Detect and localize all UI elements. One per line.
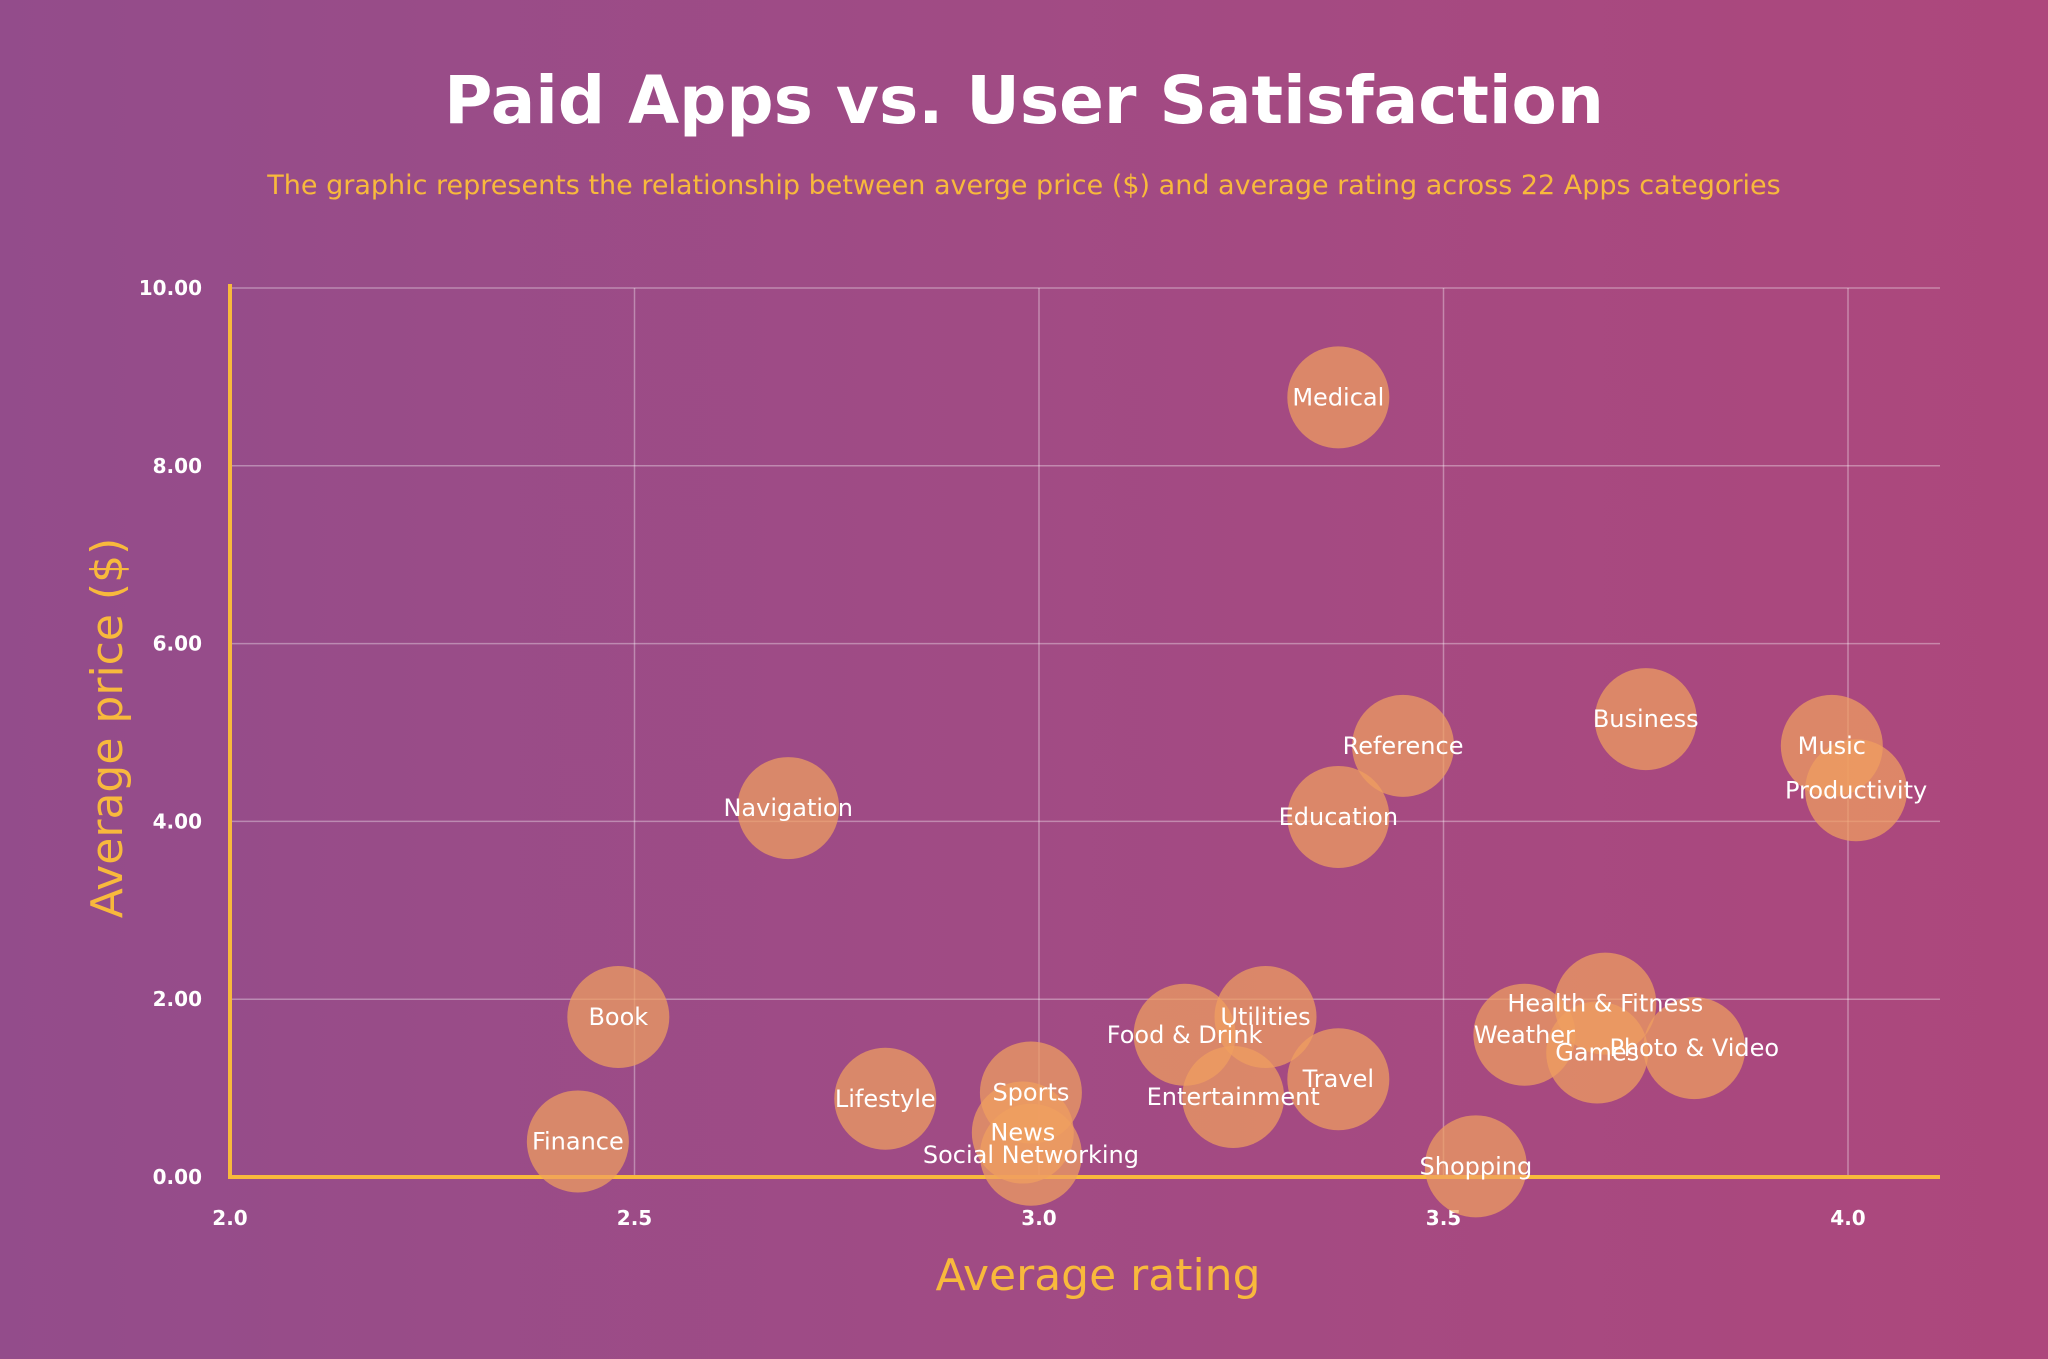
data-label: News xyxy=(990,1119,1055,1147)
data-label: Navigation xyxy=(723,794,852,822)
data-point xyxy=(567,965,670,1068)
x-tick-label: 2.5 xyxy=(617,1206,652,1230)
data-label: Productivity xyxy=(1785,776,1927,804)
data-point xyxy=(1546,1001,1649,1104)
data-label: Finance xyxy=(532,1127,624,1155)
y-tick-label: 0.00 xyxy=(153,1165,202,1189)
y-tick-label: 6.00 xyxy=(153,632,202,656)
data-point xyxy=(526,1090,629,1193)
data-point xyxy=(1287,346,1390,449)
data-label: Medical xyxy=(1292,383,1384,411)
data-label: Sports xyxy=(992,1079,1069,1107)
data-label: Entertainment xyxy=(1147,1083,1320,1111)
y-tick-label: 10.00 xyxy=(139,276,202,300)
data-label: Food & Drink xyxy=(1107,1021,1263,1049)
data-label: Health & Fitness xyxy=(1507,990,1703,1018)
data-label: Education xyxy=(1279,803,1398,831)
x-tick-label: 3.0 xyxy=(1021,1206,1056,1230)
x-tick-label: 4.0 xyxy=(1830,1206,1865,1230)
data-label: Reference xyxy=(1343,732,1464,760)
data-label: Games xyxy=(1555,1039,1639,1067)
chart-subtitle: The graphic represents the relationship … xyxy=(267,170,1781,201)
data-label: Music xyxy=(1798,732,1866,760)
y-tick-label: 4.00 xyxy=(153,809,202,833)
data-point xyxy=(1594,668,1697,771)
data-label: Utilities xyxy=(1220,1003,1310,1031)
y-tick-label: 2.00 xyxy=(153,987,202,1011)
x-tick-label: 2.0 xyxy=(212,1206,247,1230)
data-label: Travel xyxy=(1302,1065,1374,1093)
data-label: Shopping xyxy=(1420,1152,1533,1180)
chart-title: Paid Apps vs. User Satisfaction xyxy=(444,62,1604,139)
data-point xyxy=(1805,739,1908,842)
data-point xyxy=(1287,765,1390,868)
data-label: Business xyxy=(1593,705,1699,733)
data-point xyxy=(1287,1028,1390,1131)
data-point xyxy=(1352,694,1455,797)
y-axis-title: Average price ($) xyxy=(82,538,133,919)
data-point xyxy=(834,1047,937,1150)
data-point xyxy=(1424,1115,1527,1218)
data-point xyxy=(1182,1045,1285,1148)
data-label: Weather xyxy=(1474,1021,1575,1049)
data-label: Social Networking xyxy=(923,1141,1139,1169)
axes xyxy=(228,284,1940,1179)
data-point xyxy=(979,1103,1082,1206)
data-label: Book xyxy=(588,1003,648,1031)
data-labels: Medical Business Music Productivity Referenc… xyxy=(532,383,1927,1180)
data-label: Photo & Video xyxy=(1609,1034,1779,1062)
data-points xyxy=(526,346,1908,1218)
data-label: Lifestyle xyxy=(835,1085,936,1113)
data-point xyxy=(1643,997,1746,1100)
data-point xyxy=(737,757,840,860)
x-axis-title: Average rating xyxy=(935,1250,1260,1301)
y-tick-label: 8.00 xyxy=(153,454,202,478)
data-point xyxy=(1214,965,1317,1068)
